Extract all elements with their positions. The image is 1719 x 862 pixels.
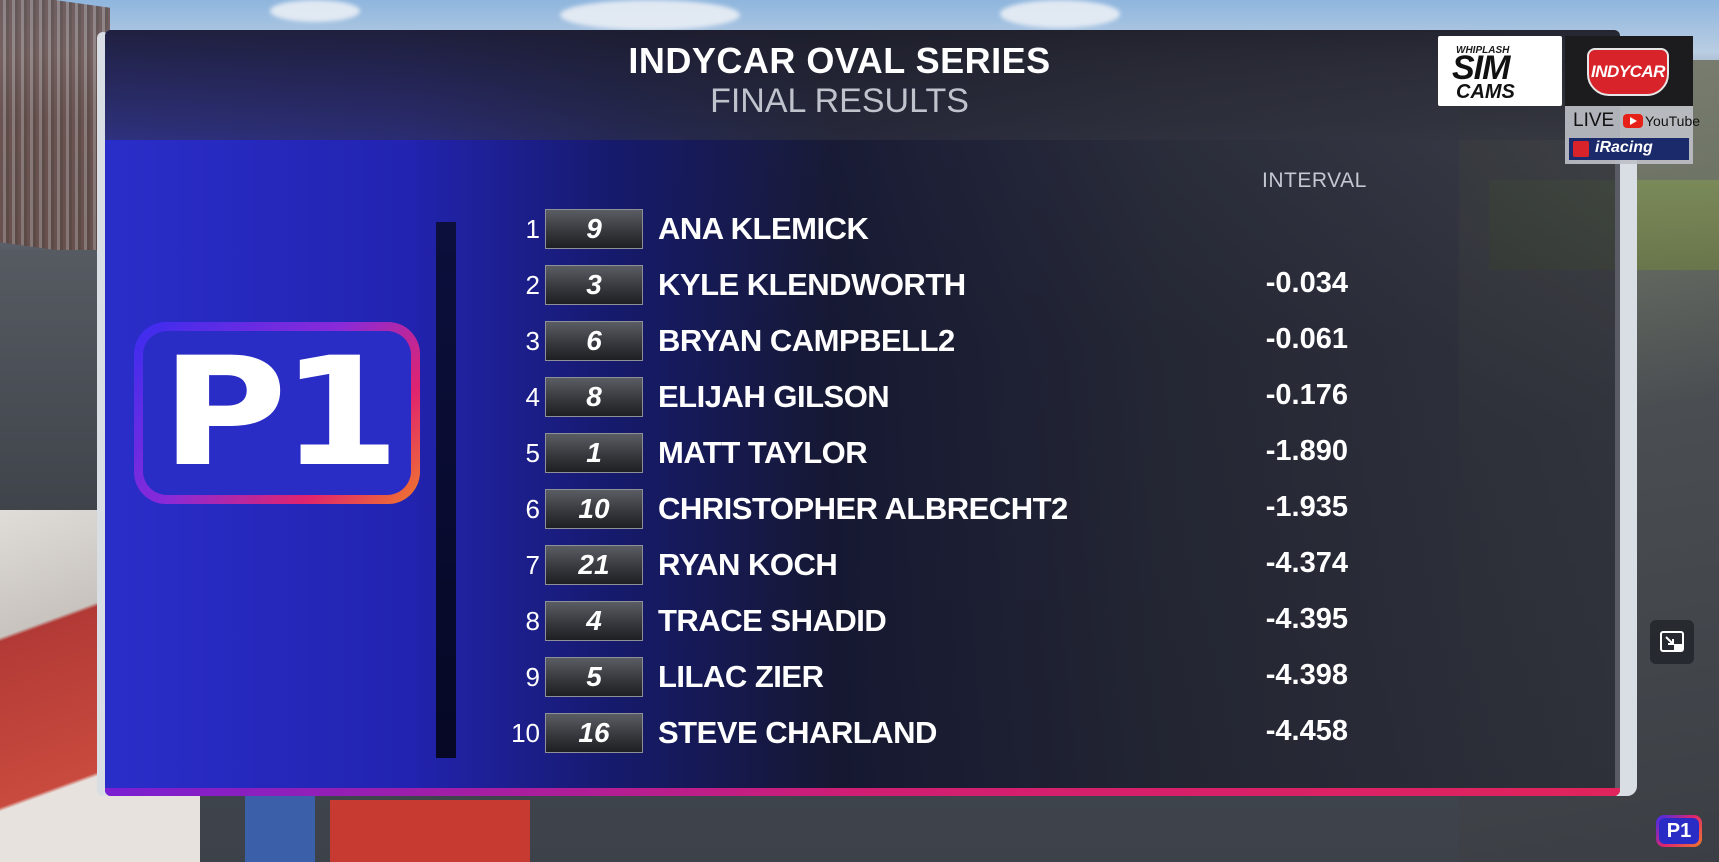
cloud: [270, 0, 360, 22]
table-row: 9 5 LILAC ZIER -4.398: [500, 654, 1360, 700]
panel-accent-bar: [105, 788, 1620, 796]
p1-badge: P1: [134, 322, 420, 504]
panel-header: [105, 30, 1620, 140]
position-number: 4: [525, 382, 540, 412]
driver-name: ELIJAH GILSON: [658, 379, 890, 414]
grandstand-lower: [0, 250, 110, 510]
series-title: INDYCAR OVAL SERIES: [628, 40, 1051, 81]
interval-value: -1.935: [1265, 491, 1348, 523]
simcams-logo: WHIPLASH SIM CAMS: [1438, 36, 1562, 106]
simcams-logo-line2: CAMS: [1456, 81, 1515, 103]
position-number: 6: [525, 494, 540, 524]
car-number: 9: [545, 209, 643, 249]
live-label: LIVE: [1573, 110, 1615, 131]
driver-name: CHRISTOPHER ALBRECHT2: [658, 491, 1068, 526]
table-row: 5 1 MATT TAYLOR -1.890: [500, 430, 1360, 476]
crew-member: [245, 790, 315, 862]
indycar-logo: INDYCAR: [1565, 36, 1693, 106]
car-number: 16: [545, 713, 643, 753]
interval-column-header: INTERVAL: [1262, 169, 1367, 192]
simcams-logo-line1: SIM: [1452, 49, 1510, 87]
table-row: 8 4 TRACE SHADID -4.395: [500, 598, 1360, 644]
position-number: 7: [525, 550, 540, 580]
position-number: 9: [525, 662, 540, 692]
car-number: 8: [545, 377, 643, 417]
interval-value: -0.176: [1265, 379, 1348, 411]
table-row: 2 3 KYLE KLENDWORTH -0.034: [500, 262, 1360, 308]
car-number: 10: [545, 489, 643, 529]
panel-edge-right: [1615, 150, 1637, 796]
indycar-logo-text: INDYCAR: [1591, 62, 1665, 81]
driver-name: TRACE SHADID: [658, 603, 887, 638]
interval-value: -4.458: [1265, 715, 1348, 747]
p1-badge-label: P1: [160, 326, 401, 500]
table-row: 7 21 RYAN KOCH -4.374: [500, 542, 1360, 588]
position-number: 10: [511, 718, 540, 748]
driver-name: BRYAN CAMPBELL2: [658, 323, 955, 358]
driver-name: KYLE KLENDWORTH: [658, 267, 966, 302]
interval-value: -4.398: [1265, 659, 1348, 691]
red-barrier: [330, 800, 530, 862]
driver-name: MATT TAYLOR: [658, 435, 868, 470]
car-number: 4: [545, 601, 643, 641]
driver-name: ANA KLEMICK: [658, 211, 869, 246]
driver-name: STEVE CHARLAND: [658, 715, 937, 750]
iracing-logo: iRacing: [1569, 138, 1689, 160]
live-strip: LIVE YouTube iRacing: [1565, 106, 1700, 164]
interval-value: -4.395: [1265, 603, 1348, 635]
iracing-icon: [1573, 141, 1589, 157]
driver-name: RYAN KOCH: [658, 547, 838, 582]
picture-in-picture-minimize-icon: [1660, 631, 1684, 652]
car-number: 1: [545, 433, 643, 473]
interval-value: -4.374: [1265, 547, 1348, 579]
car-number: 21: [545, 545, 643, 585]
results-subtitle: FINAL RESULTS: [710, 82, 969, 120]
table-row: 10 16 STEVE CHARLAND -4.458: [500, 710, 1360, 756]
position-number: 2: [525, 270, 540, 300]
car-number: 5: [545, 657, 643, 697]
table-row: 6 10 CHRISTOPHER ALBRECHT2 -1.935: [500, 486, 1360, 532]
car-number: 3: [545, 265, 643, 305]
car-number: 6: [545, 321, 643, 361]
channel-watermark: P1: [1656, 815, 1702, 847]
channel-watermark-label: P1: [1659, 818, 1699, 844]
table-divider: [436, 222, 456, 758]
indycar-shield-icon: INDYCAR: [1587, 48, 1669, 96]
minimize-player-button[interactable]: [1650, 620, 1694, 664]
youtube-icon: [1623, 114, 1643, 128]
interval-value: -0.061: [1265, 323, 1348, 355]
youtube-label: YouTube: [1645, 113, 1701, 129]
grandstand: [0, 0, 110, 258]
driver-name: LILAC ZIER: [658, 659, 824, 694]
iracing-label: iRacing: [1595, 139, 1653, 156]
position-number: 5: [525, 438, 540, 468]
position-number: 8: [525, 606, 540, 636]
position-number: 3: [525, 326, 540, 356]
interval-value: -0.034: [1265, 267, 1348, 299]
table-row: 1 9 ANA KLEMICK: [500, 206, 1360, 252]
table-row: 4 8 ELIJAH GILSON -0.176: [500, 374, 1360, 420]
position-number: 1: [525, 214, 540, 244]
cloud: [560, 0, 740, 30]
p1-badge-inner: P1: [143, 331, 411, 495]
cloud: [1000, 0, 1120, 28]
simcams-logo-small: WHIPLASH: [1456, 45, 1510, 56]
table-row: 3 6 BRYAN CAMPBELL2 -0.061: [500, 318, 1360, 364]
interval-value: -1.890: [1265, 435, 1348, 467]
